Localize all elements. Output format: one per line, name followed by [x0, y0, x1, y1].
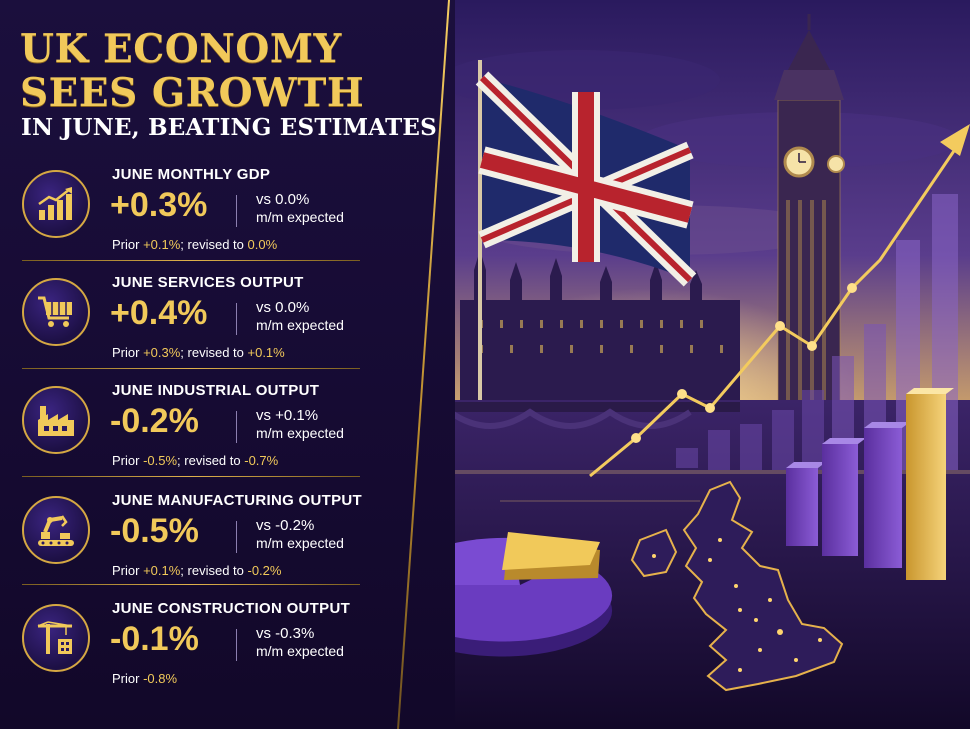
metric-monthly-gdp: JUNE MONTHLY GDP +0.3% vs 0.0% m/m expec…	[0, 164, 380, 274]
scene-artwork	[440, 0, 970, 729]
metric-expected: vs -0.3%	[256, 625, 315, 642]
metric-separator	[22, 368, 360, 369]
metric-prior: Prior -0.8%	[112, 671, 178, 686]
headline-subtitle: IN JUNE, BEATING ESTIMATES	[21, 114, 437, 141]
union-jack-flag	[475, 60, 697, 400]
metric-prior: Prior -0.5%; revised to -0.7%	[112, 453, 279, 468]
metric-divider	[236, 195, 237, 227]
construction-crane-icon	[22, 604, 90, 672]
big-ben-tower	[774, 14, 845, 441]
metric-expected-unit: m/m expected	[256, 643, 344, 659]
foreground-bars	[786, 388, 954, 580]
london-illustration	[440, 0, 970, 729]
metric-divider	[236, 303, 237, 335]
metric-expected-unit: m/m expected	[256, 535, 344, 551]
metric-divider	[236, 629, 237, 661]
metric-expected: vs +0.1%	[256, 407, 319, 424]
metric-value: +0.3%	[110, 186, 208, 224]
metric-separator	[22, 260, 360, 261]
metric-prior: Prior +0.1%; revised to 0.0%	[112, 237, 278, 252]
metric-divider	[236, 521, 237, 553]
metric-prior: Prior +0.1%; revised to -0.2%	[112, 563, 282, 578]
metric-value: +0.4%	[110, 294, 208, 332]
metric-expected: vs -0.2%	[256, 517, 315, 534]
metric-divider	[236, 411, 237, 443]
metric-label: JUNE CONSTRUCTION OUTPUT	[112, 600, 351, 617]
pie-chart-illustration	[440, 532, 613, 657]
metric-label: JUNE INDUSTRIAL OUTPUT	[112, 382, 320, 399]
metric-expected-unit: m/m expected	[256, 209, 344, 225]
metric-expected-unit: m/m expected	[256, 317, 344, 333]
shopping-cart-icon	[22, 278, 90, 346]
metric-manufacturing-output: JUNE MANUFACTURING OUTPUT -0.5% vs -0.2%…	[0, 490, 380, 600]
growth-trend-line	[589, 124, 970, 478]
headline-line-2: SEES GROWTH	[20, 70, 365, 116]
metric-label: JUNE SERVICES OUTPUT	[112, 274, 304, 291]
headline-line-1: UK ECONOMY	[20, 26, 342, 72]
metric-value: -0.1%	[110, 620, 199, 658]
metric-expected: vs 0.0%	[256, 191, 310, 208]
metric-label: JUNE MONTHLY GDP	[112, 166, 271, 183]
metric-industrial-output: JUNE INDUSTRIAL OUTPUT -0.2% vs +0.1% m/…	[0, 380, 380, 490]
metric-expected-unit: m/m expected	[256, 425, 344, 441]
metric-value: -0.5%	[110, 512, 199, 550]
metric-services-output: JUNE SERVICES OUTPUT +0.4% vs 0.0% m/m e…	[0, 272, 380, 382]
uk-map-illustration	[630, 480, 844, 692]
metrics-panel: UK ECONOMY SEES GROWTH IN JUNE, BEATING …	[0, 0, 455, 729]
factory-icon	[22, 386, 90, 454]
metric-expected: vs 0.0%	[256, 299, 310, 316]
metric-value: -0.2%	[110, 402, 199, 440]
metric-prior: Prior +0.3%; revised to +0.1%	[112, 345, 285, 360]
metric-label: JUNE MANUFACTURING OUTPUT	[112, 492, 362, 509]
metric-separator	[22, 584, 360, 585]
metric-separator	[22, 476, 360, 477]
metric-construction-output: JUNE CONSTRUCTION OUTPUT -0.1% vs -0.3% …	[0, 598, 380, 708]
bar-chart-growth-icon	[22, 170, 90, 238]
robot-arm-icon	[22, 496, 90, 564]
